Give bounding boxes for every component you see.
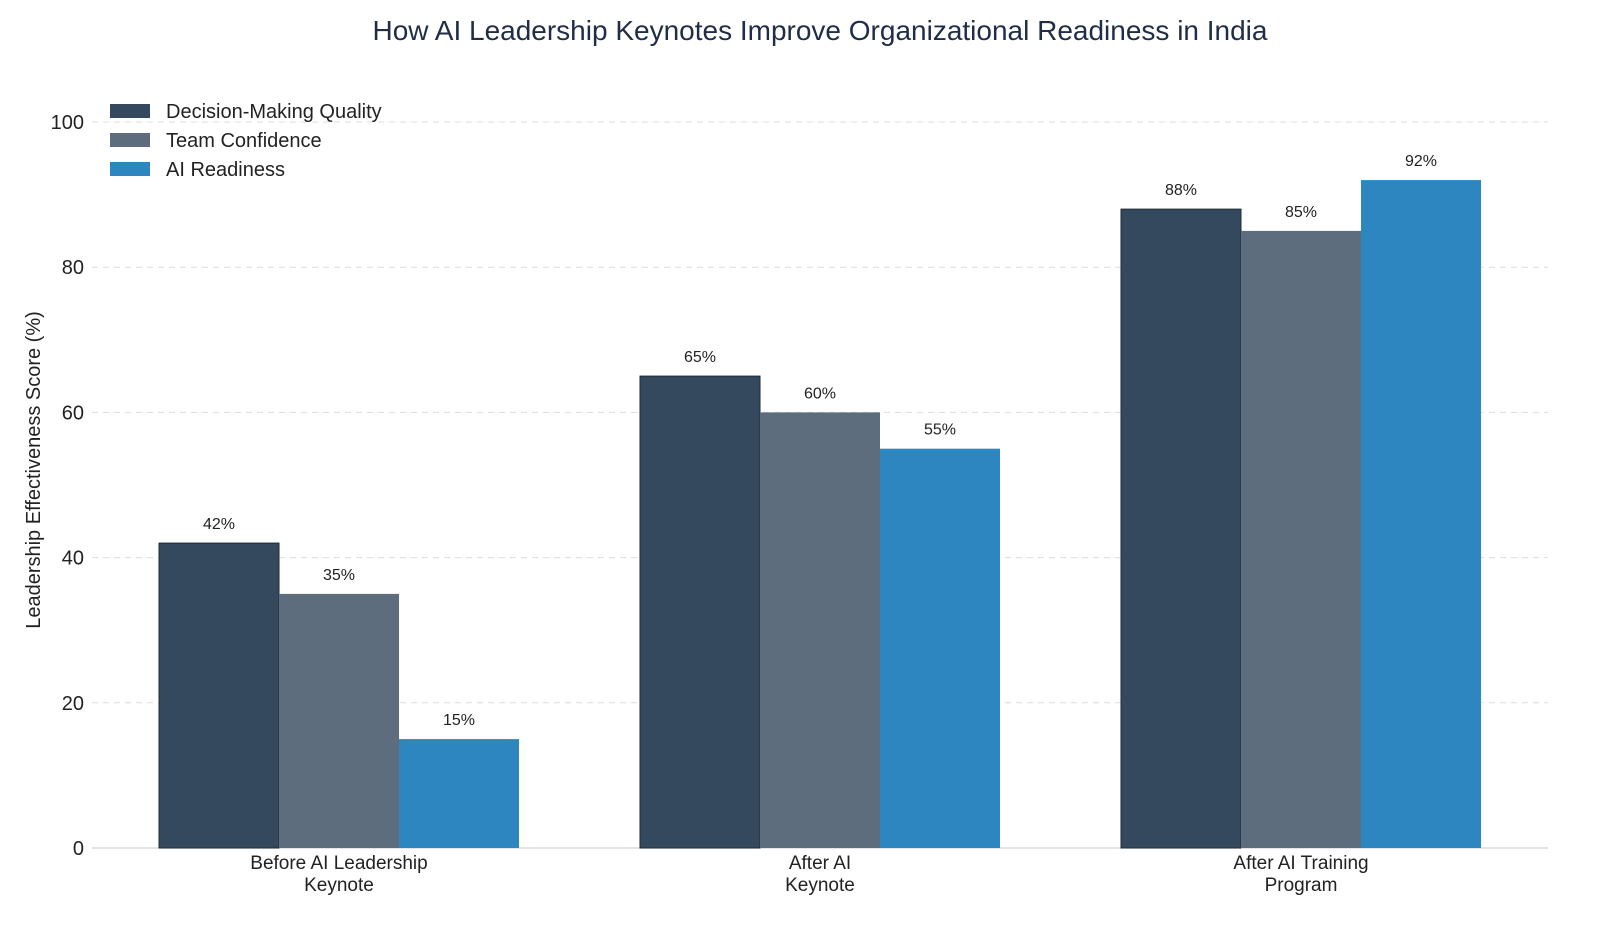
x-tick-label: Keynote <box>304 875 374 896</box>
data-label: 85% <box>1285 204 1317 221</box>
legend-swatch <box>110 162 150 176</box>
legend-swatch <box>110 104 150 118</box>
bar <box>158 542 280 849</box>
y-axis-title: Leadership Effectiveness Score (%) <box>23 311 45 629</box>
bar <box>880 448 1000 848</box>
bar <box>1361 180 1481 848</box>
legend: Decision-Making Quality Team Confidence AI… <box>110 101 382 181</box>
legend-label: AI Readiness <box>166 159 285 181</box>
data-label: 42% <box>203 516 235 533</box>
x-tick-label: Program <box>1265 875 1338 896</box>
bar <box>399 739 519 848</box>
data-label: 60% <box>804 385 836 402</box>
data-label: 65% <box>684 349 716 366</box>
bar <box>1120 208 1242 849</box>
data-label: 88% <box>1165 182 1197 199</box>
bars <box>158 180 1481 849</box>
data-labels: 42% 35% 15% 65% 60% 55% 88% 85% 92% <box>203 153 1437 729</box>
x-tick-label: Keynote <box>785 875 855 896</box>
legend-label: Team Confidence <box>166 130 322 152</box>
legend-label: Decision-Making Quality <box>166 101 382 123</box>
bar <box>1241 230 1361 848</box>
bar <box>760 412 880 848</box>
y-tick-label: 40 <box>62 548 84 570</box>
legend-swatch <box>110 133 150 147</box>
x-tick-label: Before AI Leadership <box>250 853 427 874</box>
bar <box>279 593 399 848</box>
bar <box>639 375 761 849</box>
data-label: 35% <box>323 567 355 584</box>
y-tick-label: 0 <box>73 838 84 860</box>
data-label: 15% <box>443 712 475 729</box>
data-label: 92% <box>1405 153 1437 170</box>
x-tick-label: After AI Training <box>1233 853 1368 874</box>
chart-title: How AI Leadership Keynotes Improve Organ… <box>373 15 1268 46</box>
y-tick-label: 20 <box>62 693 84 715</box>
x-tick-label: After AI <box>789 853 851 874</box>
y-tick-label: 100 <box>51 112 84 134</box>
y-tick-label: 80 <box>62 257 84 279</box>
data-label: 55% <box>924 422 956 439</box>
y-tick-label: 60 <box>62 402 84 424</box>
